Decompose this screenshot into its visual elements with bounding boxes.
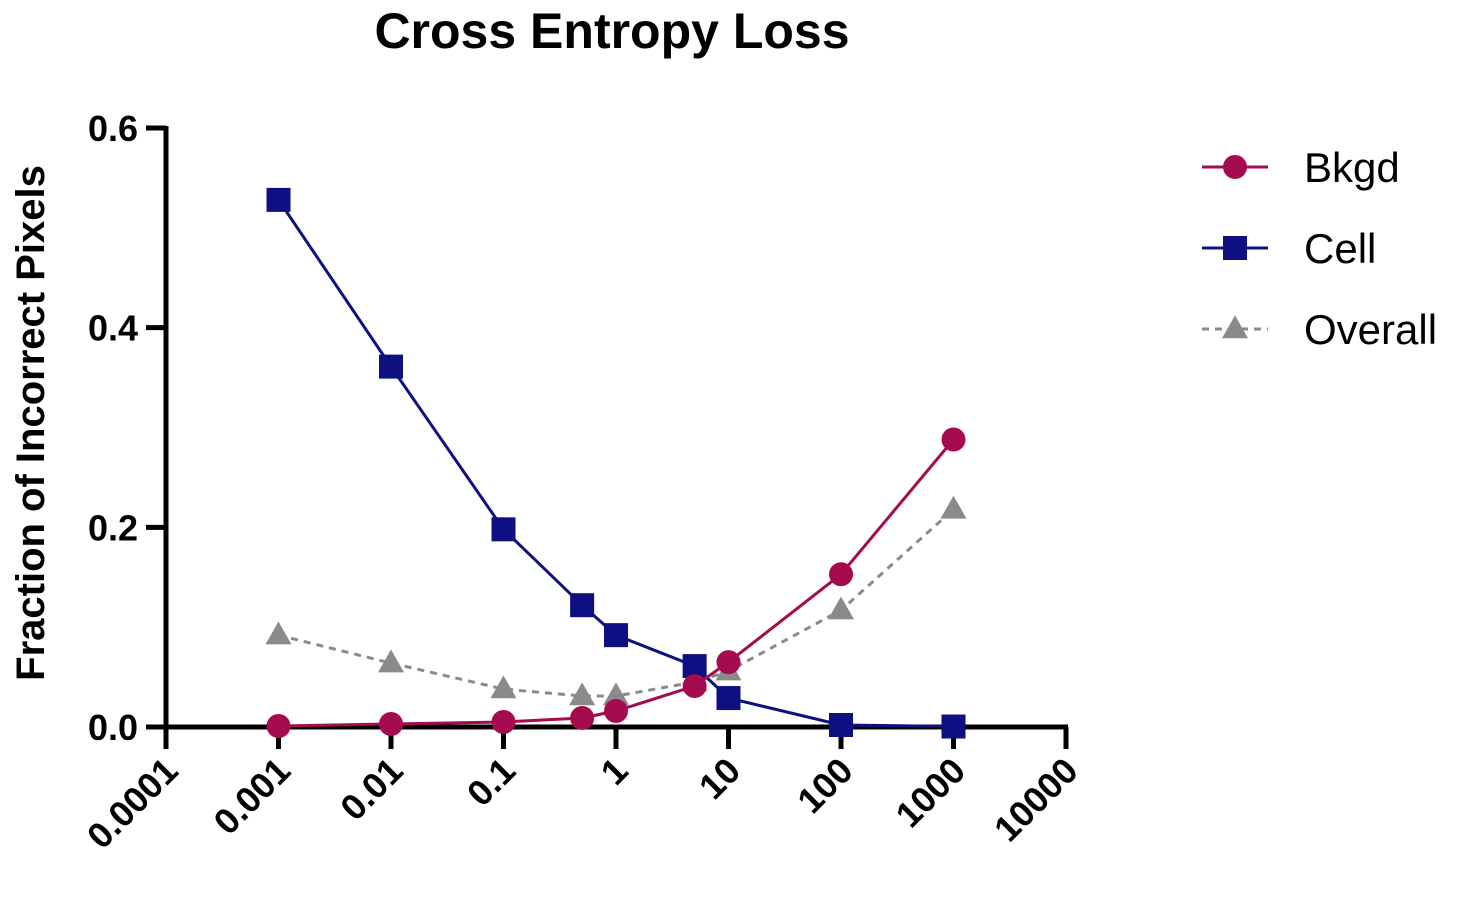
data-point-cell	[604, 623, 628, 648]
x-tick-label: 1000	[888, 750, 974, 836]
data-point-cell	[491, 517, 516, 542]
data-point-overall	[490, 675, 517, 699]
data-point-bkgd	[716, 650, 741, 675]
x-tick-label: 1	[593, 750, 636, 793]
series-line-overall	[278, 508, 955, 698]
data-point-overall	[378, 649, 404, 673]
data-point-overall	[828, 596, 854, 620]
data-point-bkgd	[570, 706, 595, 731]
data-point-overall	[569, 682, 596, 706]
y-tick-label: 0.2	[88, 507, 138, 548]
data-point-cell	[716, 686, 741, 711]
data-point-cell	[570, 593, 595, 618]
x-tick-label: 10	[691, 750, 748, 807]
legend-item-overall: Overall	[1202, 306, 1437, 353]
y-tick-label: 0.0	[88, 707, 138, 748]
data-point-cell	[266, 187, 291, 212]
data-point-bkgd	[379, 712, 403, 737]
series-overall	[265, 495, 967, 706]
data-point-overall	[265, 621, 292, 645]
chart-title: Cross Entropy Loss	[374, 3, 849, 59]
x-tick-label: 0.0001	[79, 750, 186, 857]
legend-marker-bkgd	[1223, 155, 1247, 179]
legend-marker-overall	[1222, 315, 1248, 339]
legend-label-bkgd: Bkgd	[1304, 144, 1400, 191]
x-tick-label: 0.01	[332, 750, 411, 829]
data-point-cell	[941, 714, 966, 739]
legend-marker-cell	[1223, 236, 1247, 260]
series-bkgd	[266, 427, 966, 739]
y-tick-label: 0.6	[88, 108, 138, 149]
data-point-bkgd	[604, 699, 628, 724]
data-point-cell	[829, 713, 853, 738]
x-tick-label: 0.001	[205, 750, 298, 843]
x-tick-label: 10000	[986, 750, 1086, 850]
legend-item-cell: Cell	[1202, 225, 1376, 272]
legend-label-cell: Cell	[1304, 225, 1376, 272]
x-tick-label: 0.1	[459, 750, 523, 814]
y-axis-label: Fraction of Incorrect Pixels	[9, 165, 53, 681]
legend-item-bkgd: Bkgd	[1202, 144, 1400, 191]
data-point-overall	[940, 495, 967, 519]
data-point-bkgd	[829, 562, 853, 587]
data-point-bkgd	[491, 710, 516, 735]
legend: Bkgd Cell Overall	[1202, 144, 1437, 353]
data-point-bkgd	[941, 427, 966, 452]
series-cell	[266, 187, 966, 739]
plot-area: 0.0 0.2 0.4 0.6 0.0001 0.001 0.01 0.1 1 10 100 1000…	[79, 108, 1086, 857]
x-tick-label: 100	[789, 750, 860, 821]
series-line-cell	[277, 199, 954, 729]
data-point-cell	[379, 354, 403, 379]
data-point-overall	[603, 682, 629, 706]
data-point-bkgd	[266, 714, 291, 739]
data-point-bkgd	[682, 674, 707, 699]
y-tick-label: 0.4	[88, 308, 138, 349]
legend-label-overall: Overall	[1304, 306, 1437, 353]
